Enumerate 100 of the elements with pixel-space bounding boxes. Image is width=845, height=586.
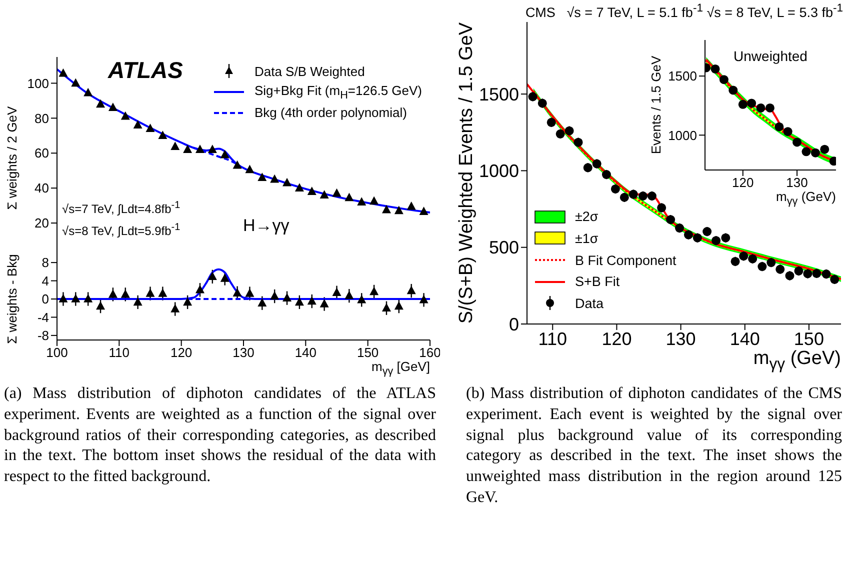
x-tick-label: 130 xyxy=(666,328,696,349)
point xyxy=(774,122,784,132)
point xyxy=(602,170,611,180)
point xyxy=(96,99,106,108)
x-tick-label: 120 xyxy=(602,328,632,349)
point xyxy=(320,299,329,308)
legend-label: ±1σ xyxy=(575,230,598,246)
point xyxy=(574,138,583,147)
point xyxy=(170,304,180,312)
point xyxy=(357,294,366,304)
point xyxy=(146,124,155,132)
point xyxy=(747,98,756,108)
point xyxy=(610,184,620,194)
point xyxy=(307,296,316,305)
point xyxy=(258,172,267,181)
point xyxy=(748,254,758,264)
point xyxy=(684,230,693,240)
point xyxy=(71,78,80,87)
y-tick-label: 0 xyxy=(508,314,519,334)
point xyxy=(702,227,712,236)
point xyxy=(84,88,93,96)
point xyxy=(133,120,142,129)
point xyxy=(792,138,802,147)
point xyxy=(675,224,684,233)
point xyxy=(820,144,830,154)
x-tick-label: 110 xyxy=(108,345,130,360)
point xyxy=(406,201,416,210)
y-tick-label: 100 xyxy=(27,76,49,91)
point xyxy=(738,100,748,109)
point xyxy=(719,75,728,84)
x-tick-label: 130 xyxy=(786,175,808,190)
point xyxy=(245,164,254,174)
point xyxy=(528,92,538,102)
point xyxy=(794,266,804,276)
annotation: ATLAS xyxy=(108,57,183,83)
x-tick-label: 120 xyxy=(732,175,754,190)
point xyxy=(120,111,130,120)
point xyxy=(84,294,93,302)
point xyxy=(419,206,428,216)
x-axis-title: m$_{γγ}$ [GeV] xyxy=(371,359,430,378)
point xyxy=(58,294,68,302)
x-tick-label: 140 xyxy=(294,345,317,360)
point xyxy=(810,148,820,158)
x-tick-label: 150 xyxy=(356,345,379,360)
point xyxy=(332,288,342,296)
point xyxy=(783,127,792,136)
point xyxy=(730,256,740,266)
x-axis-title: m$_{γγ}$ (GeV) xyxy=(776,189,836,208)
point xyxy=(692,233,702,242)
y-axis-title: S/(S+B) Weighted Events / 1.5 GeV xyxy=(456,22,477,324)
annotation: √s=8 TeV, ∫Ldt=5.9fb$^{-1}$ xyxy=(62,222,180,238)
x-tick-label: 150 xyxy=(794,328,824,349)
legend-label: Data S/B Weighted xyxy=(254,64,365,79)
point xyxy=(628,190,638,199)
point xyxy=(208,272,217,280)
point xyxy=(556,129,565,138)
y-tick-label: 1000 xyxy=(478,161,519,182)
point xyxy=(270,291,280,300)
point xyxy=(344,290,354,300)
point xyxy=(232,288,242,296)
point xyxy=(583,163,592,172)
point xyxy=(245,288,254,297)
point xyxy=(756,103,766,112)
point xyxy=(765,103,774,112)
point xyxy=(320,190,329,198)
point xyxy=(546,118,556,127)
line-series xyxy=(57,268,430,300)
y-tick-label: 1500 xyxy=(668,68,697,84)
point xyxy=(812,268,822,278)
text: (b) Mass distribution of diphoton candidates of the CMS experiment. Each event is weighted by the signal over signal plus background value of its corresponding category as described in the text. The inset shows the unweighted mass distribution in the region around 125 GeV. xyxy=(466,385,842,506)
x-tick-label: 110 xyxy=(538,328,567,349)
point xyxy=(71,294,80,302)
line-series xyxy=(192,146,242,168)
point xyxy=(592,159,602,168)
y-tick-label: 40 xyxy=(34,180,49,196)
point xyxy=(638,191,648,200)
point xyxy=(394,301,404,310)
y-tick-label: 0 xyxy=(42,292,49,307)
point xyxy=(220,150,230,158)
y-axis-title: Σ weights - Bkg xyxy=(4,254,20,344)
y-tick-label: 500 xyxy=(488,238,519,258)
point xyxy=(96,301,106,310)
point xyxy=(294,183,304,192)
y-tick-label: 60 xyxy=(34,146,49,161)
point xyxy=(108,289,118,298)
point xyxy=(802,147,811,156)
point xyxy=(822,270,831,279)
point xyxy=(282,293,292,302)
legend-label: B Fit Component xyxy=(575,252,676,268)
point xyxy=(208,144,217,154)
point xyxy=(282,178,292,186)
point xyxy=(183,144,192,154)
y-tick-label: 4 xyxy=(42,273,49,288)
y-tick-label: 1500 xyxy=(478,84,519,104)
text: Unweighted xyxy=(734,48,808,64)
point xyxy=(195,144,204,154)
point xyxy=(370,196,379,205)
point xyxy=(803,269,812,278)
point xyxy=(270,174,280,183)
point xyxy=(183,297,192,306)
